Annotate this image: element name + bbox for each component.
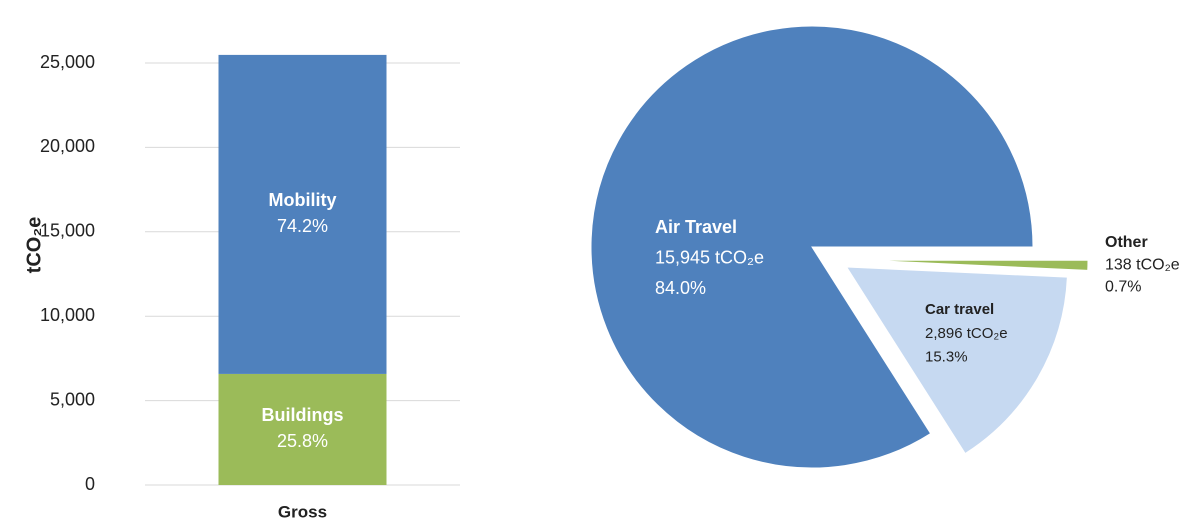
bar-segment — [218, 373, 387, 485]
pie-slice — [866, 259, 1089, 271]
pie-slice — [845, 266, 1068, 455]
slice-value: 138 tCO₂e — [1105, 256, 1180, 273]
pie-slice — [590, 25, 1034, 469]
y-tick-label: 20,000 — [40, 136, 95, 156]
slice-name: Air Travel — [655, 217, 737, 237]
y-tick-label: 0 — [85, 474, 95, 494]
y-tick-label: 5,000 — [50, 389, 95, 409]
y-tick-label: 15,000 — [40, 221, 95, 241]
slice-name: Other — [1105, 234, 1148, 251]
bar-segment — [218, 54, 387, 374]
slice-percent: 0.7% — [1105, 278, 1141, 295]
segment-percent: 74.2% — [277, 216, 328, 236]
slice-value: 15,945 tCO₂e — [655, 247, 764, 267]
y-tick-label: 25,000 — [40, 52, 95, 72]
segment-name: Buildings — [262, 405, 344, 425]
slice-percent: 84.0% — [655, 278, 706, 298]
y-tick-label: 10,000 — [40, 305, 95, 325]
slice-percent: 15.3% — [925, 349, 968, 366]
segment-percent: 25.8% — [277, 431, 328, 451]
slice-value: 2,896 tCO₂e — [925, 325, 1008, 342]
y-axis-label: tCO₂e — [23, 217, 45, 274]
slice-name: Car travel — [925, 301, 994, 318]
segment-name: Mobility — [269, 190, 337, 210]
x-tick-label: Gross — [278, 502, 327, 521]
